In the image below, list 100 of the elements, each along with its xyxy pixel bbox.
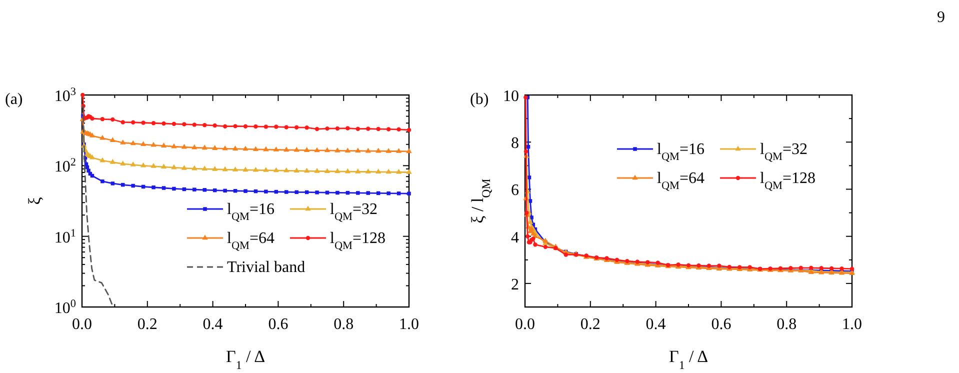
point xyxy=(130,120,136,124)
point xyxy=(386,191,390,196)
point xyxy=(252,146,259,152)
point xyxy=(314,168,320,173)
point xyxy=(406,148,412,154)
point xyxy=(192,188,196,192)
point xyxy=(396,192,401,196)
point xyxy=(396,127,401,132)
point xyxy=(162,121,166,126)
point xyxy=(232,146,238,150)
point xyxy=(223,188,227,193)
point xyxy=(406,169,412,174)
point xyxy=(542,238,548,243)
point xyxy=(284,125,288,130)
point xyxy=(100,134,106,140)
point xyxy=(151,121,156,126)
point xyxy=(314,147,320,152)
x-axis-title: Γ$_{1}$ / Δ xyxy=(669,347,708,372)
point xyxy=(222,166,228,172)
legend-label: l$_{QM}$=32 xyxy=(330,201,378,223)
point xyxy=(130,161,136,166)
point xyxy=(304,147,310,152)
point xyxy=(334,147,340,152)
y-tick-label: 10$^{0}$ xyxy=(54,298,76,317)
x-tick-label: 0.8 xyxy=(776,316,797,333)
point xyxy=(819,266,824,270)
y-tick-label: 2 xyxy=(511,276,519,294)
point xyxy=(182,122,186,126)
point xyxy=(324,168,330,174)
point xyxy=(524,149,528,154)
point xyxy=(533,242,538,247)
point xyxy=(110,117,115,122)
point xyxy=(406,128,412,132)
point xyxy=(152,186,156,190)
point xyxy=(212,123,217,128)
legend-label: l$_{QM}$=64 xyxy=(227,230,275,252)
point xyxy=(344,148,351,152)
point xyxy=(80,92,85,98)
point xyxy=(181,144,188,149)
legend-label: l$_{QM}$=128 xyxy=(330,230,386,252)
point xyxy=(192,165,198,170)
point xyxy=(294,168,300,172)
point xyxy=(284,190,288,194)
point xyxy=(222,145,228,150)
legend-label: l$_{QM}$=64 xyxy=(657,170,705,192)
y-tick-label: 6 xyxy=(511,182,519,200)
point xyxy=(334,168,340,174)
legend-label: l$_{QM}$=16 xyxy=(657,141,705,163)
legend-label: l$_{QM}$=128 xyxy=(760,170,816,192)
point xyxy=(120,160,126,166)
point xyxy=(336,190,340,195)
y-tick-label: 10 xyxy=(503,88,519,105)
point xyxy=(160,142,167,148)
point xyxy=(829,266,834,270)
point xyxy=(263,167,269,172)
point xyxy=(150,142,156,147)
point xyxy=(162,186,166,190)
y-tick-label: 8 xyxy=(511,135,519,152)
point xyxy=(304,168,310,173)
point xyxy=(264,190,268,194)
point xyxy=(181,164,188,170)
point xyxy=(100,117,105,122)
point xyxy=(294,146,300,152)
legend-label: l$_{QM}$=32 xyxy=(760,141,808,163)
point xyxy=(294,190,298,194)
point xyxy=(264,124,268,129)
point xyxy=(376,168,382,174)
point xyxy=(172,122,176,126)
point xyxy=(273,146,279,152)
point xyxy=(365,168,371,174)
legend-label: l$_{QM}$=16 xyxy=(227,201,275,223)
point xyxy=(284,167,290,172)
point xyxy=(212,166,218,171)
point xyxy=(325,190,330,194)
point xyxy=(335,126,340,131)
x-tick-label: 0.6 xyxy=(268,316,288,333)
point xyxy=(192,144,198,150)
point xyxy=(252,166,259,172)
point xyxy=(386,127,391,132)
y-axis-title: ξ xyxy=(25,196,44,205)
point xyxy=(386,168,392,174)
point xyxy=(273,167,279,172)
point xyxy=(233,124,238,128)
x-tick-label: 1.0 xyxy=(842,316,862,333)
point xyxy=(376,126,380,132)
x-tick-label: 0.0 xyxy=(72,316,92,333)
x-tick-label: 0.2 xyxy=(580,316,600,333)
point xyxy=(254,124,258,129)
point xyxy=(202,144,208,150)
point xyxy=(131,184,135,188)
x-tick-label: 1.0 xyxy=(399,316,419,333)
point xyxy=(222,124,228,128)
point xyxy=(356,191,360,195)
point xyxy=(564,252,568,257)
point xyxy=(110,182,115,186)
point xyxy=(344,168,351,174)
x-tick-label: 0.8 xyxy=(334,316,354,333)
point xyxy=(294,125,299,130)
point xyxy=(202,122,207,128)
point xyxy=(355,148,361,152)
